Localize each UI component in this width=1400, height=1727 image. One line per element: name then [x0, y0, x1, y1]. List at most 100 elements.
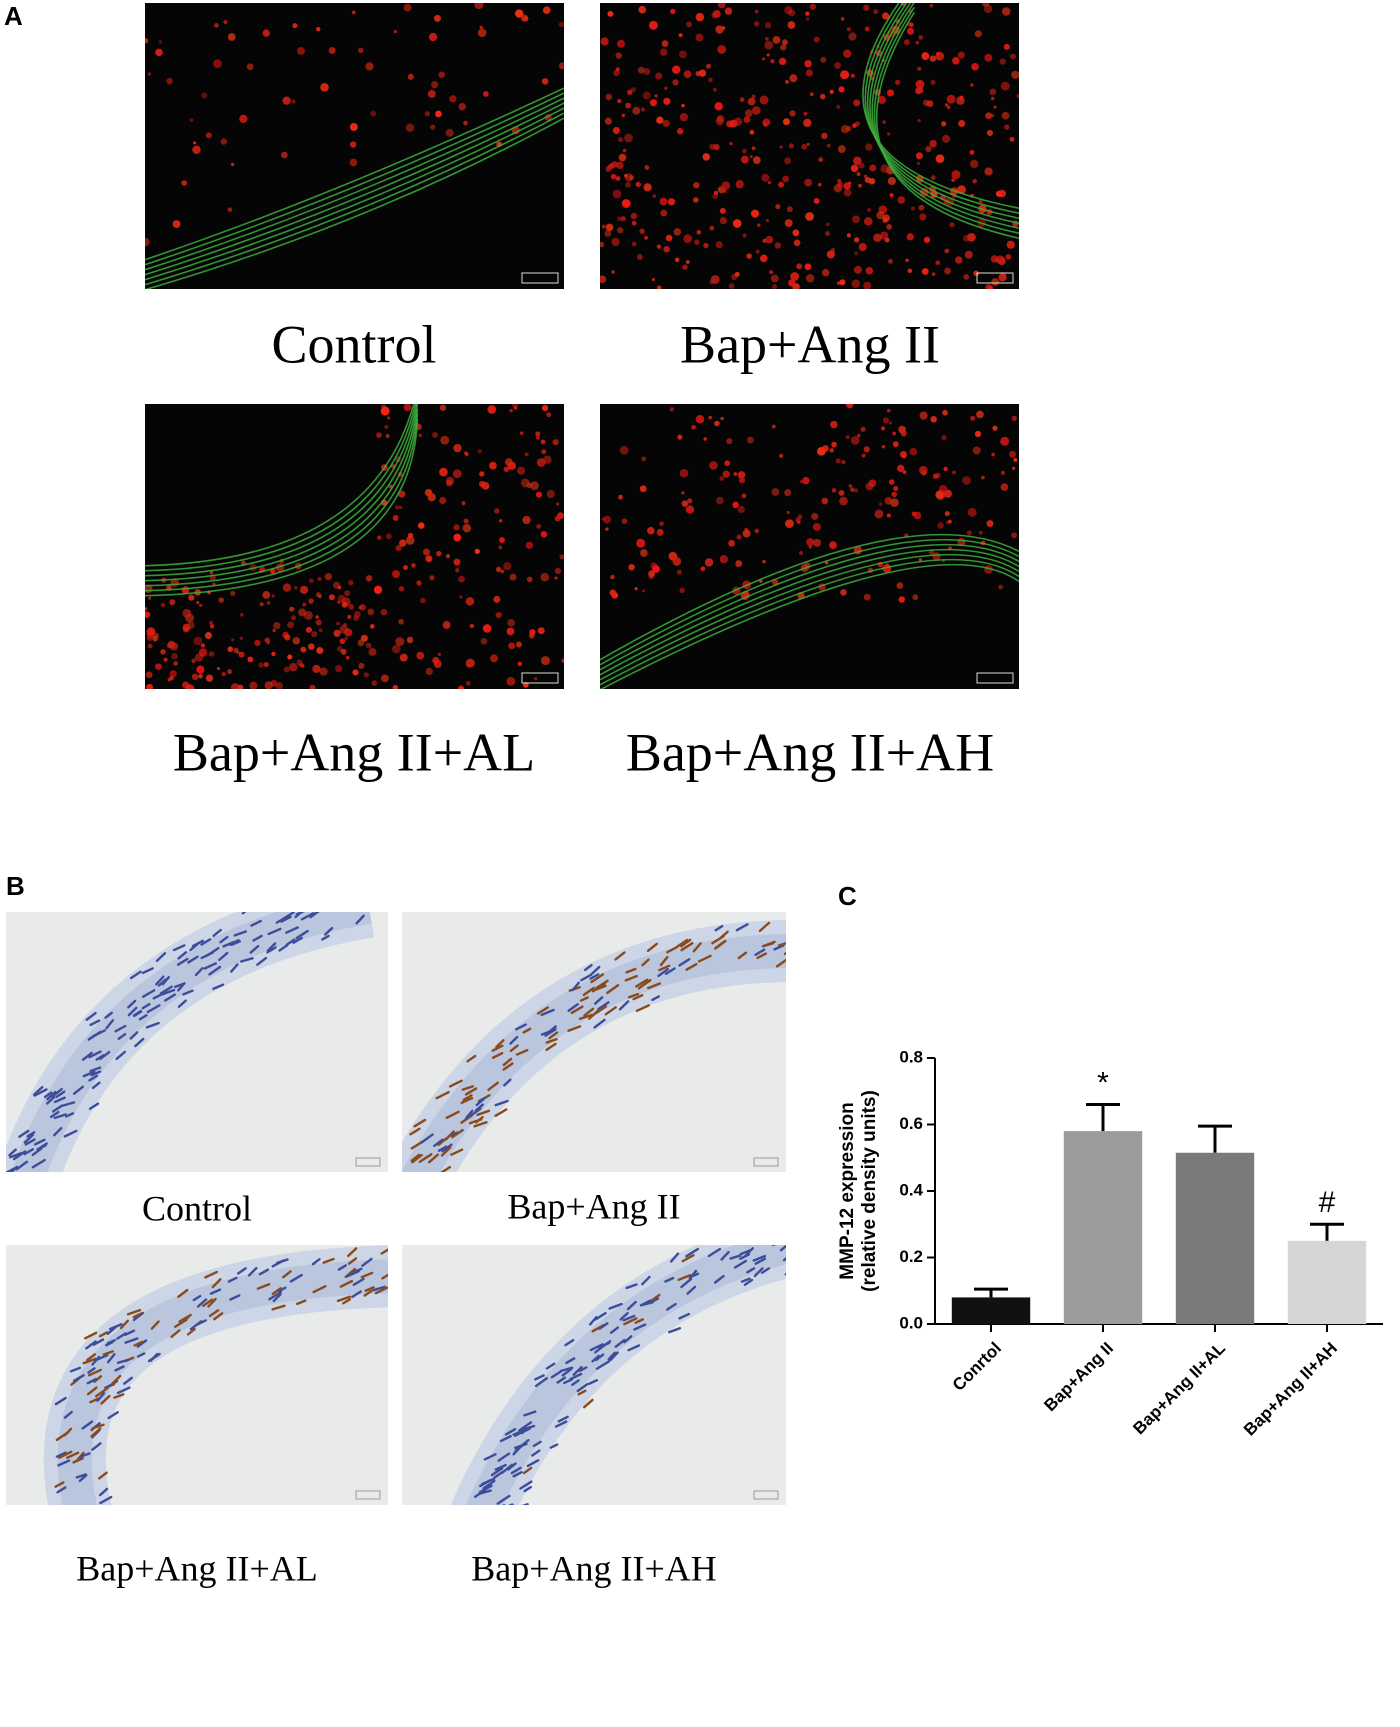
cell	[709, 225, 715, 231]
cell	[682, 264, 688, 270]
cell	[1011, 70, 1019, 79]
nucleus	[469, 1107, 482, 1117]
cell	[719, 207, 726, 214]
cell	[804, 178, 813, 187]
cell	[806, 538, 815, 547]
cell	[231, 638, 235, 642]
cell	[882, 12, 890, 20]
cell	[395, 637, 405, 647]
cell	[753, 21, 760, 27]
caption: Bap+Ang II+AL	[173, 722, 535, 782]
cell	[672, 65, 681, 74]
nucleus	[119, 1319, 130, 1330]
nucleus	[508, 1503, 514, 1505]
nucleus	[97, 1471, 108, 1480]
cell	[907, 268, 913, 274]
nucleus	[49, 1110, 60, 1119]
cell	[169, 599, 176, 606]
nucleus	[58, 1450, 73, 1459]
elastic-lamina	[145, 112, 564, 286]
cell	[600, 37, 609, 46]
cell	[147, 72, 152, 76]
cell	[822, 445, 829, 453]
cell	[221, 671, 226, 677]
cell	[340, 648, 347, 655]
nucleus	[98, 1487, 109, 1497]
nucleus	[641, 958, 650, 967]
cell	[820, 56, 827, 63]
cell	[787, 21, 796, 29]
cell	[952, 470, 956, 475]
nucleus	[116, 1332, 127, 1340]
cell	[736, 534, 742, 540]
cell	[284, 634, 291, 641]
nucleus	[72, 1085, 85, 1095]
cell	[829, 541, 837, 549]
cell	[843, 182, 851, 190]
cell	[720, 416, 724, 421]
nucleus	[268, 1290, 283, 1301]
nucleus	[740, 1277, 751, 1283]
cell	[974, 30, 982, 38]
cell	[394, 504, 400, 510]
cell	[358, 605, 363, 610]
cell	[320, 83, 329, 92]
cell	[826, 222, 830, 227]
cell	[969, 159, 979, 169]
cell	[507, 618, 515, 627]
cell	[752, 156, 761, 165]
cell	[1011, 415, 1017, 421]
nucleus	[515, 1048, 529, 1056]
nucleus	[337, 1264, 347, 1271]
nucleus	[194, 967, 204, 977]
cell	[199, 603, 203, 607]
cell	[392, 684, 399, 689]
cell	[991, 452, 996, 457]
cell	[789, 74, 798, 83]
nucleus	[577, 1389, 587, 1396]
bar	[1175, 1152, 1255, 1324]
cell	[172, 220, 181, 229]
cell	[612, 189, 622, 199]
cell	[850, 73, 855, 78]
cell	[145, 611, 151, 619]
cell	[432, 656, 440, 664]
nucleus	[285, 938, 296, 947]
cell	[895, 79, 901, 85]
cell	[738, 477, 746, 484]
cell	[482, 624, 492, 633]
cell	[830, 420, 838, 429]
cell	[196, 665, 205, 674]
cell	[906, 27, 914, 35]
cell	[193, 636, 203, 646]
nucleus	[502, 1062, 514, 1071]
cell	[392, 570, 400, 579]
cell	[839, 496, 848, 506]
nucleus	[739, 1249, 751, 1256]
cell	[685, 505, 695, 514]
cell	[458, 575, 465, 583]
cell	[770, 59, 775, 64]
cell	[989, 88, 997, 96]
cell	[740, 155, 749, 164]
cell	[406, 636, 414, 644]
cell	[147, 643, 153, 649]
cell	[808, 545, 812, 549]
nucleus	[595, 1353, 605, 1362]
cell	[717, 3, 726, 9]
nucleus	[677, 1274, 692, 1282]
panel-label: B	[6, 871, 25, 901]
nucleus	[579, 996, 589, 1002]
cell	[929, 3, 934, 8]
nucleus	[563, 1378, 573, 1385]
nucleus	[23, 1148, 34, 1156]
cell	[696, 229, 702, 235]
nucleus	[53, 1126, 63, 1137]
nucleus	[474, 1103, 484, 1112]
cell	[365, 642, 372, 649]
cell	[972, 178, 977, 184]
cell	[759, 95, 769, 105]
cell	[845, 435, 850, 440]
cell	[463, 518, 469, 524]
nucleus	[266, 942, 277, 952]
